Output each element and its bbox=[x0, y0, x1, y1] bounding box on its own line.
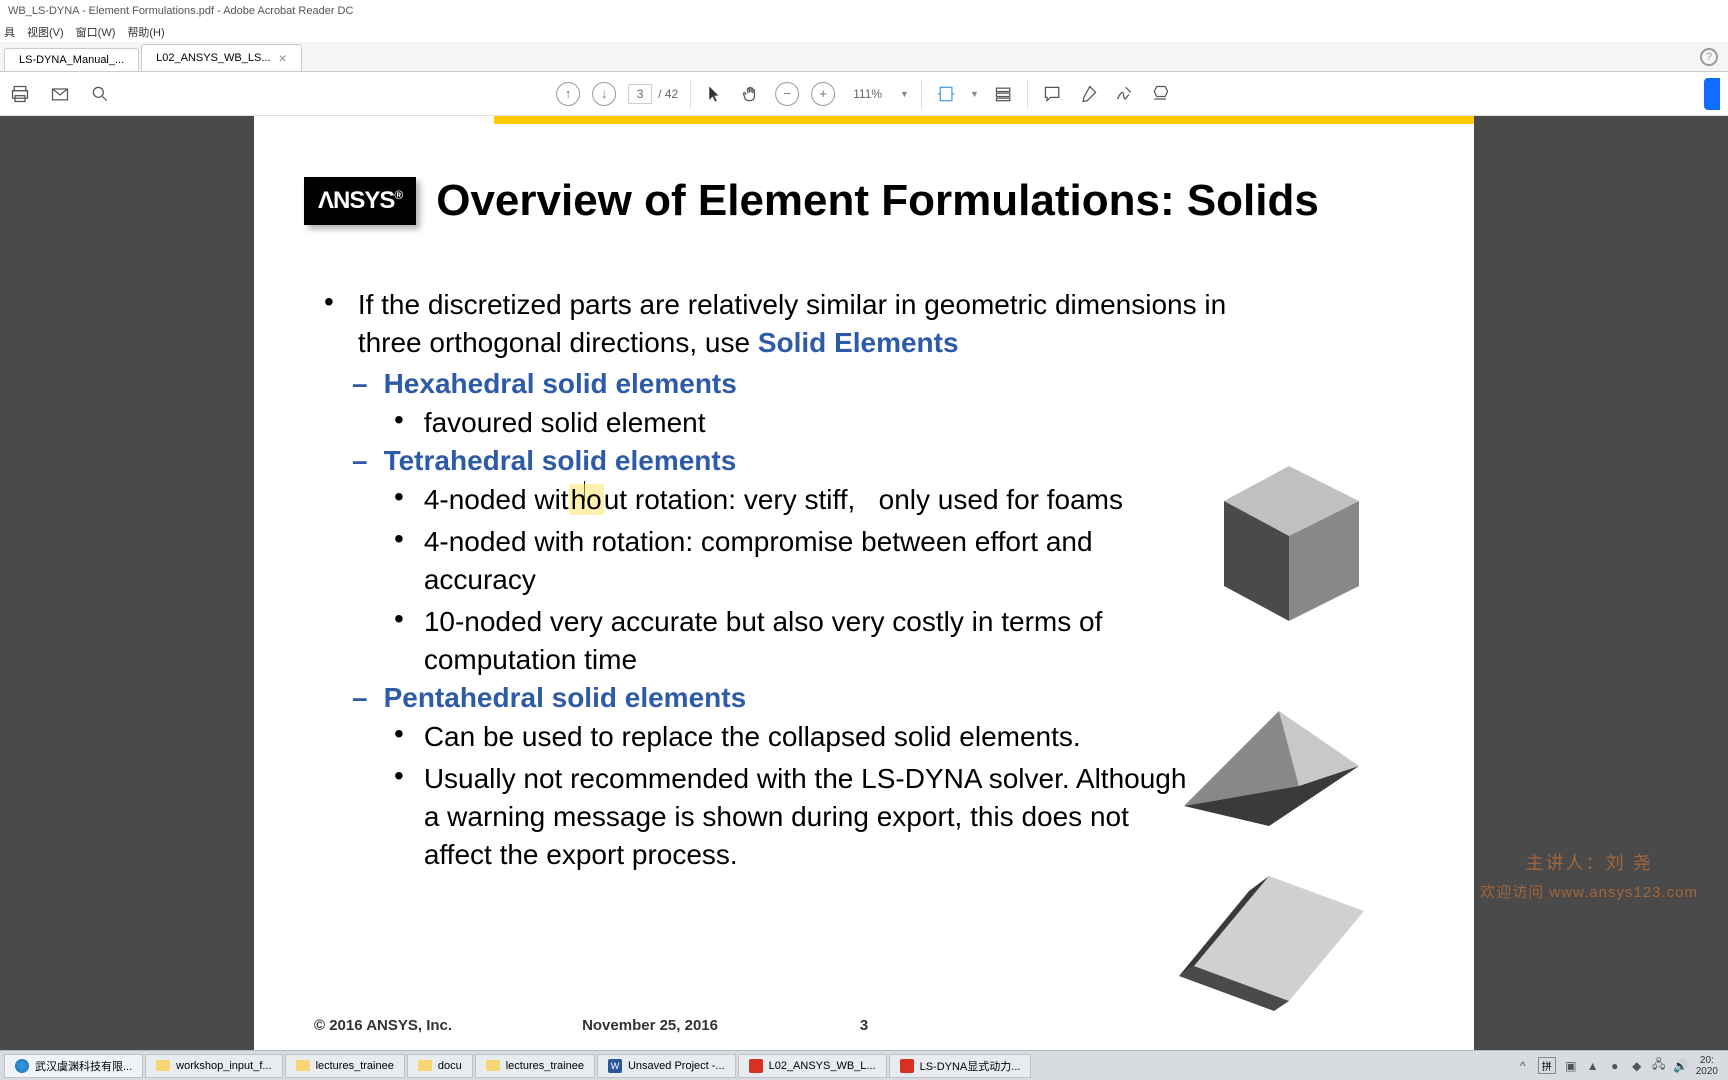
watermark-presenter: 主讲人：刘 尧 bbox=[1480, 849, 1698, 875]
tray-icon[interactable]: ● bbox=[1608, 1059, 1622, 1073]
taskbar-item-folder-2[interactable]: lectures_trainee bbox=[285, 1054, 405, 1078]
bullet-hex-1: •favoured solid element bbox=[394, 404, 1424, 442]
bullet-intro: • If the discretized parts are relativel… bbox=[324, 286, 1424, 362]
fit-dropdown-icon[interactable]: ▼ bbox=[970, 89, 979, 99]
erase-icon[interactable] bbox=[1148, 82, 1172, 106]
taskbar-item-folder-4[interactable]: lectures_trainee bbox=[475, 1054, 595, 1078]
taskbar-item-browser[interactable]: 武汉虞渊科技有限... bbox=[4, 1054, 143, 1078]
taskbar-item-app-1[interactable]: W Unsaved Project -... bbox=[597, 1054, 736, 1078]
tray-icon[interactable]: ◆ bbox=[1630, 1059, 1644, 1073]
browser-icon bbox=[15, 1059, 29, 1073]
zoom-dropdown-icon[interactable]: ▼ bbox=[900, 89, 909, 99]
cube-shape-icon bbox=[1204, 446, 1374, 626]
menu-tools[interactable]: 具 bbox=[4, 24, 15, 40]
ime-indicator[interactable]: 拼 bbox=[1538, 1057, 1556, 1074]
slide-footer: © 2016 ANSYS, Inc. November 25, 2016 3 bbox=[314, 1017, 1414, 1034]
footer-date: November 25, 2016 bbox=[582, 1017, 718, 1034]
watermark: 主讲人：刘 尧 欢迎访问 www.ansys123.com bbox=[1480, 849, 1698, 902]
volume-icon[interactable]: 🔊 bbox=[1674, 1059, 1688, 1073]
separator bbox=[921, 79, 922, 109]
search-icon[interactable] bbox=[88, 82, 112, 106]
taskbar-item-folder-1[interactable]: workshop_input_f... bbox=[145, 1054, 282, 1078]
zoom-in-icon[interactable]: + bbox=[811, 82, 835, 106]
zoom-level[interactable]: 111% bbox=[847, 85, 888, 103]
pdf-icon bbox=[749, 1059, 763, 1073]
folder-icon bbox=[418, 1060, 432, 1071]
document-viewport[interactable]: ΛANSYSNSYS® Overview of Element Formulat… bbox=[0, 116, 1728, 1052]
watermark-url: 欢迎访问 www.ansys123.com bbox=[1480, 881, 1698, 902]
tab-document-2[interactable]: L02_ANSYS_WB_LS... × bbox=[141, 44, 302, 71]
app-icon: W bbox=[608, 1059, 622, 1073]
network-icon[interactable]: 🖧 bbox=[1652, 1059, 1666, 1073]
menu-view[interactable]: 视图(V) bbox=[27, 24, 64, 40]
slide-title: Overview of Element Formulations: Solids bbox=[436, 176, 1319, 226]
chevron-up-icon[interactable]: ^ bbox=[1516, 1059, 1530, 1073]
page-counter: 3 / 42 bbox=[628, 84, 678, 104]
side-panel-toggle[interactable] bbox=[1704, 78, 1720, 110]
page-up-icon[interactable]: ↑ bbox=[556, 82, 580, 106]
window-titlebar: WB_LS-DYNA - Element Formulations.pdf - … bbox=[0, 0, 1728, 22]
document-tabs: LS-DYNA_Manual_... L02_ANSYS_WB_LS... × … bbox=[0, 42, 1728, 72]
taskbar-item-pdf-1[interactable]: L02_ANSYS_WB_L... bbox=[738, 1054, 887, 1078]
tab-label: L02_ANSYS_WB_LS... bbox=[156, 52, 270, 64]
menu-window[interactable]: 窗口(W) bbox=[76, 24, 116, 40]
close-icon[interactable]: × bbox=[279, 50, 287, 66]
taskbar-item-folder-3[interactable]: docu bbox=[407, 1054, 473, 1078]
highlight-icon[interactable] bbox=[1076, 82, 1100, 106]
comment-icon[interactable] bbox=[1040, 82, 1064, 106]
print-icon[interactable] bbox=[8, 82, 32, 106]
help-icon[interactable]: ? bbox=[1700, 48, 1718, 66]
ansys-logo: ΛANSYSNSYS® bbox=[304, 177, 416, 225]
system-tray: ^ 拼 ▣ ▲ ● ◆ 🖧 🔊 20: 2020 bbox=[1516, 1055, 1724, 1077]
taskbar-item-pdf-2[interactable]: LS-DYNA显式动力... bbox=[889, 1054, 1032, 1078]
folder-icon bbox=[156, 1060, 170, 1071]
pdf-page: ΛANSYSNSYS® Overview of Element Formulat… bbox=[254, 116, 1474, 1052]
tab-document-1[interactable]: LS-DYNA_Manual_... bbox=[4, 48, 139, 71]
page-current-input[interactable]: 3 bbox=[628, 84, 652, 104]
footer-copyright: © 2016 ANSYS, Inc. bbox=[314, 1017, 452, 1034]
tab-label: LS-DYNA_Manual_... bbox=[19, 54, 124, 66]
separator bbox=[690, 79, 691, 109]
email-icon[interactable] bbox=[48, 82, 72, 106]
sign-icon[interactable] bbox=[1112, 82, 1136, 106]
scroll-mode-icon[interactable] bbox=[991, 82, 1015, 106]
zoom-out-icon[interactable]: − bbox=[775, 82, 799, 106]
clock[interactable]: 20: 2020 bbox=[1696, 1055, 1718, 1077]
fit-width-icon[interactable] bbox=[934, 82, 958, 106]
windows-taskbar: 武汉虞渊科技有限... workshop_input_f... lectures… bbox=[0, 1050, 1728, 1080]
pointer-icon[interactable] bbox=[703, 82, 727, 106]
page-down-icon[interactable]: ↓ bbox=[592, 82, 616, 106]
menu-help[interactable]: 帮助(H) bbox=[127, 24, 164, 40]
menubar: 具 视图(V) 窗口(W) 帮助(H) bbox=[0, 22, 1728, 42]
main-toolbar: ↑ ↓ 3 / 42 − + 111% ▼ ▼ bbox=[0, 72, 1728, 116]
window-title: WB_LS-DYNA - Element Formulations.pdf - … bbox=[8, 5, 353, 17]
page-total: / 42 bbox=[658, 87, 678, 101]
accent-bar bbox=[494, 116, 1474, 124]
hand-icon[interactable] bbox=[739, 82, 763, 106]
separator bbox=[1027, 79, 1028, 109]
pdf-icon bbox=[900, 1059, 914, 1073]
tray-icon[interactable]: ▲ bbox=[1586, 1059, 1600, 1073]
folder-icon bbox=[296, 1060, 310, 1071]
pentahedron-shape-icon bbox=[1174, 846, 1374, 1016]
tray-icon[interactable]: ▣ bbox=[1564, 1059, 1578, 1073]
tetrahedron-shape-icon bbox=[1169, 696, 1369, 836]
bullet-hexahedral: – Hexahedral solid elements bbox=[352, 368, 1424, 400]
folder-icon bbox=[486, 1060, 500, 1071]
footer-page: 3 bbox=[860, 1017, 868, 1034]
